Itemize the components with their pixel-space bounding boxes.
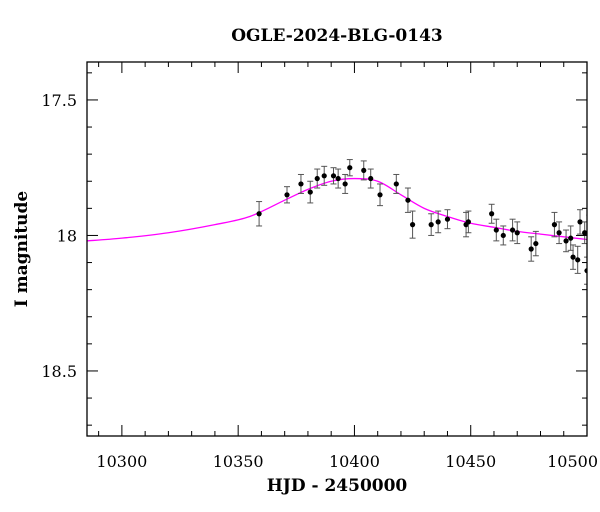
data-point <box>556 221 563 245</box>
data-point <box>493 218 500 242</box>
data-marker <box>330 173 337 179</box>
data-marker <box>568 235 574 241</box>
data-marker <box>465 219 471 225</box>
data-marker <box>509 227 516 233</box>
data-point <box>532 230 539 257</box>
data-marker <box>342 181 348 187</box>
data-point <box>321 165 328 186</box>
data-marker <box>444 216 451 222</box>
data-marker <box>298 181 304 187</box>
data-point <box>297 173 304 194</box>
data-point <box>367 168 374 189</box>
data-point <box>284 186 290 204</box>
data-marker <box>335 175 341 182</box>
data-point <box>574 245 581 274</box>
data-point <box>528 236 535 262</box>
x-tick-label: 10400 <box>329 452 380 471</box>
data-marker <box>347 165 353 171</box>
y-axis-label: I magnitude <box>12 191 32 308</box>
data-marker <box>500 232 506 239</box>
data-point <box>509 218 516 242</box>
data-point <box>570 244 577 270</box>
y-tick-labels: 17.5 18 18.5 <box>41 91 77 381</box>
data-point <box>465 210 472 234</box>
data-marker <box>570 254 576 260</box>
data-marker <box>563 238 569 244</box>
data-marker <box>307 189 313 195</box>
data-marker <box>582 230 587 236</box>
data-marker <box>314 175 320 182</box>
data-marker <box>577 219 583 225</box>
data-marker <box>361 167 367 174</box>
data-marker <box>528 246 534 252</box>
y-tick-label: 18.5 <box>41 362 77 381</box>
x-tick-label: 10300 <box>96 452 147 471</box>
data-marker <box>409 222 416 228</box>
data-point <box>435 210 442 234</box>
plot-area <box>87 159 587 285</box>
data-point <box>377 183 384 207</box>
data-point <box>335 168 342 189</box>
axis-ticks <box>87 62 588 436</box>
x-tick-label: 10450 <box>445 452 496 471</box>
data-point <box>346 159 353 177</box>
data-marker <box>575 257 581 263</box>
data-point <box>314 168 321 189</box>
x-tick-labels: 10300 10350 10400 10450 10500 <box>96 452 598 471</box>
y-tick-label: 17.5 <box>41 91 77 110</box>
data-point <box>551 211 558 238</box>
data-marker <box>368 175 374 182</box>
data-marker <box>377 192 383 198</box>
data-marker <box>489 211 495 217</box>
data-point <box>514 221 521 245</box>
data-point <box>488 203 495 224</box>
data-marker <box>428 222 434 228</box>
data-point <box>500 225 507 246</box>
data-point <box>404 187 411 213</box>
data-point <box>444 209 451 230</box>
data-point <box>409 210 416 239</box>
data-marker <box>533 240 539 247</box>
x-tick-label: 10350 <box>213 452 264 471</box>
data-marker <box>256 211 262 217</box>
data-point <box>330 167 337 185</box>
data-marker <box>321 173 327 179</box>
y-tick-label: 18 <box>57 226 77 245</box>
data-marker <box>284 192 290 198</box>
data-point <box>307 180 314 204</box>
data-marker <box>435 219 441 225</box>
data-marker <box>405 197 411 203</box>
data-point <box>563 229 570 253</box>
data-marker <box>393 181 399 187</box>
data-marker <box>514 230 520 236</box>
data-point <box>577 209 584 235</box>
x-axis-label: HJD - 2450000 <box>267 476 408 496</box>
data-point <box>581 221 587 245</box>
data-marker <box>493 227 499 233</box>
chart-title: OGLE-2024-BLG-0143 <box>231 26 443 46</box>
data-point <box>342 173 349 194</box>
data-marker <box>551 222 558 228</box>
data-point <box>393 173 400 194</box>
data-point <box>360 160 367 181</box>
data-marker <box>556 230 562 236</box>
plot-frame <box>86 61 588 437</box>
x-tick-label: 10500 <box>547 452 598 471</box>
data-point <box>256 201 263 227</box>
data-point <box>428 213 435 236</box>
